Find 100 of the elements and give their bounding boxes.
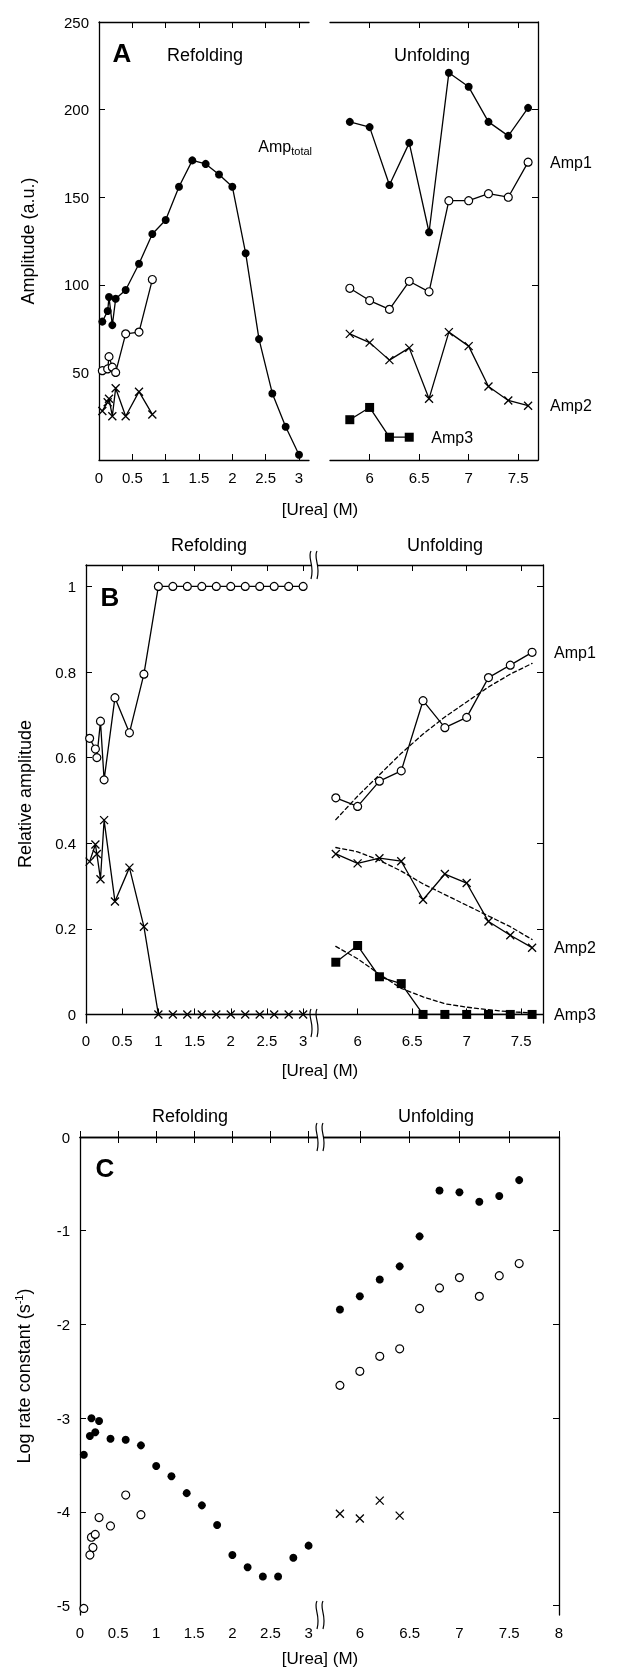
point [110, 693, 120, 703]
point [414, 1303, 425, 1314]
point [136, 1441, 145, 1450]
point [281, 422, 290, 431]
point [111, 383, 121, 393]
point [255, 581, 265, 591]
point [495, 1192, 504, 1201]
point [424, 287, 434, 297]
point [135, 259, 143, 268]
point [418, 696, 428, 706]
point [483, 189, 494, 199]
y-tick-label: 250 [63, 13, 89, 31]
point [335, 1509, 345, 1519]
point [240, 581, 250, 591]
point [483, 381, 494, 392]
point [396, 856, 406, 866]
point [444, 327, 454, 337]
y-axis-title: Log rate constant (s-1) [12, 1288, 34, 1464]
point [365, 123, 374, 132]
x-tick-label: 2.5 [256, 1032, 278, 1049]
point [147, 274, 157, 285]
chart-title: Refolding [170, 535, 248, 555]
x-tick-label: 7 [464, 469, 473, 486]
point [364, 337, 375, 348]
point [374, 776, 385, 786]
point [105, 293, 113, 302]
point [527, 1009, 537, 1019]
point [175, 182, 183, 191]
point [395, 1344, 405, 1354]
point [95, 1416, 104, 1425]
x-tick-label: 2.5 [260, 1624, 281, 1641]
point [197, 581, 207, 591]
x-tick-label: 7 [462, 1032, 471, 1049]
point [404, 432, 414, 442]
point [197, 1501, 206, 1510]
point [134, 387, 144, 397]
point [91, 1428, 100, 1437]
point [331, 793, 341, 803]
y-tick-label: -4 [56, 1503, 70, 1521]
point [268, 389, 277, 398]
legend-label: Amp2 [554, 939, 596, 957]
point [90, 1529, 100, 1539]
point [405, 138, 414, 147]
x-tick-label: 1.5 [188, 469, 210, 486]
point [215, 170, 223, 179]
point [182, 581, 192, 591]
point [355, 1292, 364, 1301]
x-axis-title: [Urea] (M) [281, 1649, 359, 1669]
point [345, 329, 355, 339]
point [168, 1009, 178, 1020]
point [365, 295, 375, 306]
chart-title: Refolding [151, 1106, 229, 1126]
point [153, 581, 163, 591]
chart-title: Unfolding [397, 1106, 475, 1126]
point [424, 394, 434, 404]
point [197, 1009, 207, 1020]
point [384, 304, 395, 314]
point [345, 415, 355, 425]
point [404, 276, 414, 286]
point [213, 1521, 222, 1530]
point [523, 157, 533, 167]
point [515, 1176, 524, 1185]
point [331, 957, 341, 967]
point [243, 1563, 252, 1572]
point [385, 180, 394, 189]
x-tick-label: 2 [226, 1032, 235, 1049]
point [527, 647, 537, 657]
point [121, 329, 131, 339]
point [97, 406, 107, 416]
x-tick-label: 8 [554, 1624, 564, 1641]
point [335, 1380, 345, 1390]
series-label: Amp3 [554, 1005, 596, 1023]
point [440, 1009, 450, 1019]
point [85, 733, 95, 743]
point [483, 672, 494, 683]
point [139, 922, 149, 932]
point [85, 1431, 94, 1440]
point [124, 862, 135, 873]
point [335, 1305, 344, 1314]
point [440, 723, 450, 733]
y-tick-label: 50 [72, 363, 89, 381]
x-tick-label: 1.5 [184, 1032, 205, 1049]
point [505, 930, 515, 940]
point [425, 228, 434, 237]
point [404, 343, 414, 353]
point [440, 869, 450, 879]
point [241, 249, 250, 258]
y-tick-label: 0.6 [55, 749, 76, 767]
x-tick-label: 6 [355, 1624, 365, 1641]
y-tick-label: 1 [67, 577, 76, 595]
point [226, 1009, 236, 1020]
point [527, 943, 537, 953]
point [395, 1511, 405, 1521]
point [99, 815, 109, 825]
point [375, 1351, 385, 1361]
x-tick-label: 0.5 [111, 1032, 133, 1049]
point [331, 849, 341, 859]
point [153, 1009, 164, 1020]
point [374, 972, 384, 982]
point [514, 1258, 524, 1269]
